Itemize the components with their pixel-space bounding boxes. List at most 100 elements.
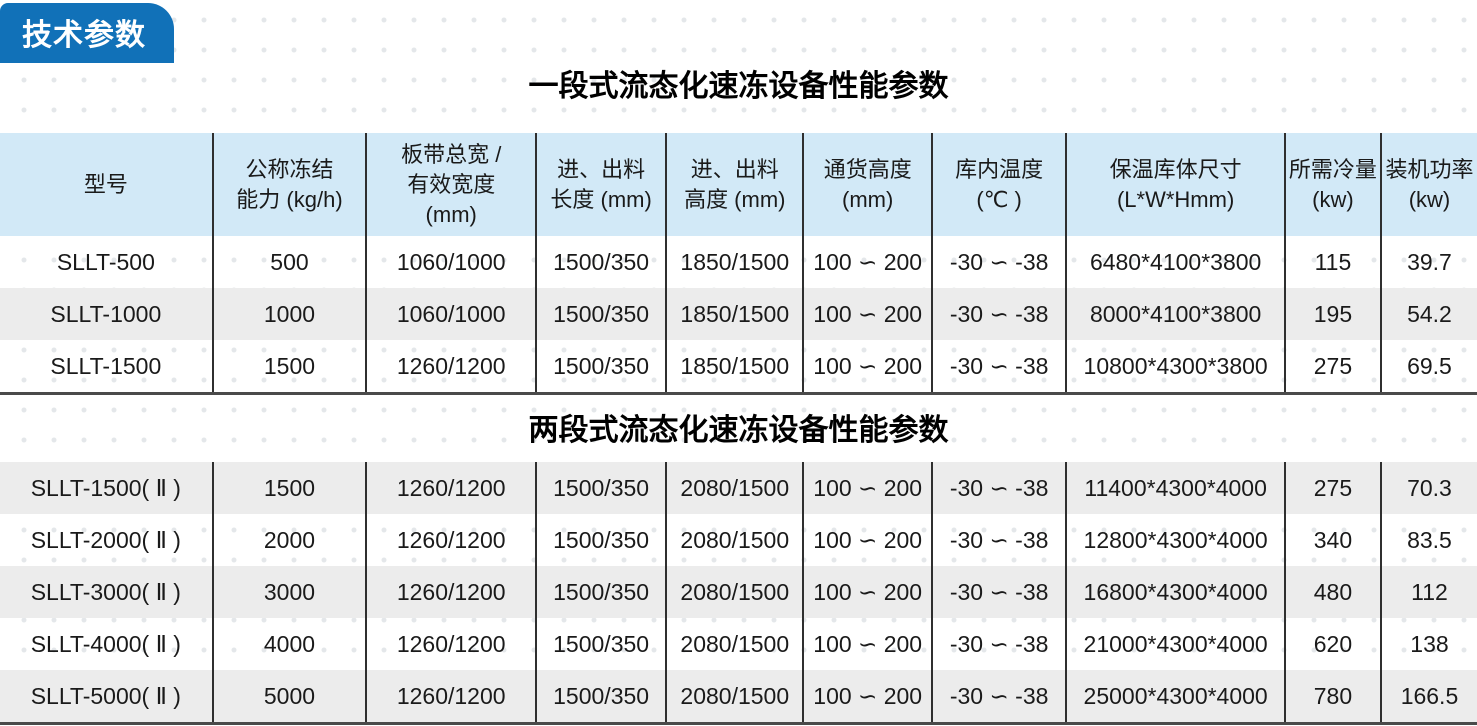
column-header: 板带总宽 / 有效宽度 (mm) <box>365 133 537 236</box>
table-cell: 11400*4300*4000 <box>1065 462 1285 514</box>
table-cell: 1850/1500 <box>665 340 804 394</box>
column-header: 公称冻结 能力 (kg/h) <box>211 133 367 236</box>
model-cell: SLLT-1500 <box>50 352 162 379</box>
two-stage-table: SLLT-1500( Ⅱ ) 1500 1260/1200 1500/350 2080/… <box>0 462 1477 725</box>
table-cell: 1500/350 <box>535 514 667 566</box>
table-cell: 500 <box>211 236 367 288</box>
table-cell: 1500/350 <box>535 462 667 514</box>
table-cell: 480 <box>1283 566 1381 618</box>
table-cell: 1500/350 <box>535 670 667 724</box>
table-cell: 21000*4300*4000 <box>1065 618 1285 670</box>
table-cell: 1850/1500 <box>665 288 804 340</box>
table-row: SLLT-1000 1000 1060/1000 1500/350 1850/1500 1… <box>0 288 1477 340</box>
table-cell: 166.5 <box>1379 670 1477 724</box>
table-cell: 1000 <box>211 288 367 340</box>
table-cell: 112 <box>1379 566 1477 618</box>
table-cell: 115 <box>1283 236 1381 288</box>
table-cell: 275 <box>1283 340 1381 394</box>
table-cell: 6480*4100*3800 <box>1065 236 1285 288</box>
table-cell: 2080/1500 <box>665 462 804 514</box>
tech-params-badge: 技术参数 <box>0 3 174 63</box>
table-row: SLLT-2000( Ⅱ ) 2000 1260/1200 1500/350 2080/… <box>0 514 1477 566</box>
table-cell: 2080/1500 <box>665 618 804 670</box>
table-row: SLLT-1500( Ⅱ ) 1500 1260/1200 1500/350 2080/… <box>0 462 1477 514</box>
table-cell: 195 <box>1283 288 1381 340</box>
model-cell: SLLT-2000( Ⅱ ) <box>30 526 181 553</box>
table-cell: 1500 <box>211 462 367 514</box>
table-cell: -30 ∽ -38 <box>930 618 1067 670</box>
table-row: SLLT-5000( Ⅱ ) 5000 1260/1200 1500/350 2080/… <box>0 670 1477 724</box>
table-cell: 2000 <box>211 514 367 566</box>
column-header: 进、出料 长度 (mm) <box>535 133 667 236</box>
single-stage-table: 型号 公称冻结 能力 (kg/h) 板带总宽 / 有效宽度 (mm) 进、出料 长度 … <box>0 133 1477 395</box>
table-cell: 100 ∽ 200 <box>802 566 932 618</box>
table-cell: 2080/1500 <box>665 514 804 566</box>
table-cell: 275 <box>1283 462 1381 514</box>
table-cell: 1060/1000 <box>365 288 537 340</box>
single-stage-body: SLLT-500 500 1060/1000 1500/350 1850/1500 100… <box>0 236 1477 394</box>
table-cell: 1260/1200 <box>365 566 537 618</box>
model-cell: SLLT-5000( Ⅱ ) <box>0 670 213 724</box>
table-cell: -30 ∽ -38 <box>930 566 1067 618</box>
table-cell: 2080/1500 <box>665 566 804 618</box>
table-cell: 1260/1200 <box>365 340 537 394</box>
table-cell: -30 ∽ -38 <box>930 340 1067 394</box>
table-cell: 8000*4100*3800 <box>1065 288 1285 340</box>
table-cell: 1850/1500 <box>665 236 804 288</box>
table-cell: 5000 <box>211 670 367 724</box>
table-cell: 138 <box>1379 618 1477 670</box>
table-row: SLLT-4000( Ⅱ ) 4000 1260/1200 1500/350 2080/… <box>0 618 1477 670</box>
column-header: 通货高度 (mm) <box>802 133 932 236</box>
table-cell: 3000 <box>211 566 367 618</box>
table-cell: 1260/1200 <box>365 514 537 566</box>
table-cell: 100 ∽ 200 <box>802 618 932 670</box>
column-header: 保温库体尺寸 (L*W*Hmm) <box>1065 133 1285 236</box>
table-row: SLLT-500 500 1060/1000 1500/350 1850/1500 100… <box>0 236 1477 288</box>
single-stage-title: 一段式流态化速冻设备性能参数 <box>528 70 949 103</box>
table-cell: 1500/350 <box>535 236 667 288</box>
table-row: SLLT-3000( Ⅱ ) 3000 1260/1200 1500/350 2080/… <box>0 566 1477 618</box>
table-row: SLLT-1500 1500 1260/1200 1500/350 1850/1500 1… <box>0 340 1477 394</box>
table-cell: 1500/350 <box>535 288 667 340</box>
table-cell: 1260/1200 <box>365 618 537 670</box>
table-cell: 1500 <box>211 340 367 394</box>
table-cell: 1260/1200 <box>365 462 537 514</box>
table-cell: 2080/1500 <box>665 670 804 724</box>
column-header: 型号 <box>0 133 213 236</box>
table-cell: 100 ∽ 200 <box>802 340 932 394</box>
two-stage-title: 两段式流态化速冻设备性能参数 <box>528 414 949 447</box>
model-cell: SLLT-500 <box>56 248 155 275</box>
table-cell: 100 ∽ 200 <box>802 514 932 566</box>
table-cell: -30 ∽ -38 <box>930 670 1067 724</box>
column-header: 所需冷量 (kw) <box>1283 133 1381 236</box>
table-cell: 620 <box>1283 618 1381 670</box>
table-cell: 10800*4300*3800 <box>1065 340 1285 394</box>
table-cell: 69.5 <box>1379 340 1477 394</box>
table-header-row: 型号 公称冻结 能力 (kg/h) 板带总宽 / 有效宽度 (mm) 进、出料 长度 … <box>0 133 1477 236</box>
two-stage-body: SLLT-1500( Ⅱ ) 1500 1260/1200 1500/350 2080/… <box>0 462 1477 724</box>
table-cell: -30 ∽ -38 <box>930 236 1067 288</box>
table-cell: 100 ∽ 200 <box>802 462 932 514</box>
table-cell: 54.2 <box>1379 288 1477 340</box>
column-header: 装机功率 (kw) <box>1379 133 1477 236</box>
table-cell: 25000*4300*4000 <box>1065 670 1285 724</box>
table-cell: -30 ∽ -38 <box>930 514 1067 566</box>
table-cell: 100 ∽ 200 <box>802 236 932 288</box>
table-cell: 1500/350 <box>535 340 667 394</box>
table-cell: 1060/1000 <box>365 236 537 288</box>
table-cell: 4000 <box>211 618 367 670</box>
model-cell: SLLT-1000 <box>0 288 213 340</box>
table-cell: 340 <box>1283 514 1381 566</box>
table-cell: 780 <box>1283 670 1381 724</box>
table-cell: 83.5 <box>1379 514 1477 566</box>
table-cell: 16800*4300*4000 <box>1065 566 1285 618</box>
table-cell: 1500/350 <box>535 566 667 618</box>
column-header: 进、出料 高度 (mm) <box>665 133 804 236</box>
table-cell: 1260/1200 <box>365 670 537 724</box>
model-cell: SLLT-1500( Ⅱ ) <box>0 462 213 514</box>
table-cell: -30 ∽ -38 <box>930 288 1067 340</box>
model-cell: SLLT-3000( Ⅱ ) <box>0 566 213 618</box>
table-header-row: 型号 公称冻结 能力 (kg/h) 板带总宽 / 有效宽度 (mm) 进、出料 长度 … <box>0 133 1477 236</box>
table-cell: 1500/350 <box>535 618 667 670</box>
